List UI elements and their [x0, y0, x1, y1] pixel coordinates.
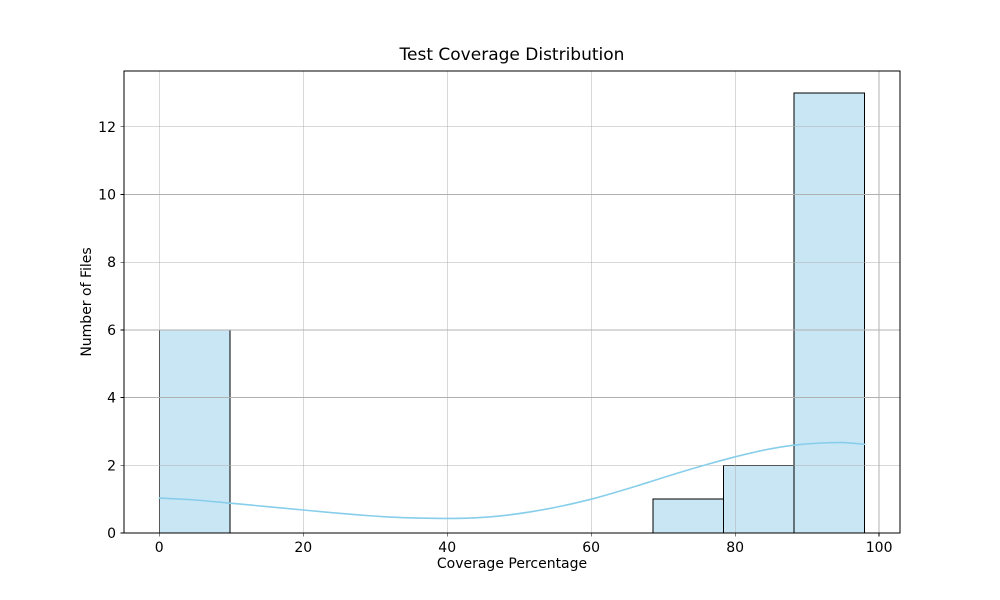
- kde-curve: [158, 441, 866, 520]
- y-tick-label: 8: [107, 255, 116, 271]
- y-tick-label: 2: [107, 458, 116, 474]
- y-tick-label: 10: [98, 188, 116, 204]
- x-tick-label: 0: [155, 540, 164, 556]
- x-tick-label: 40: [438, 540, 456, 556]
- histogram-bar: [723, 464, 795, 534]
- plot-border: [123, 70, 901, 534]
- histogram-bar: [652, 498, 725, 534]
- x-tick-label: 60: [582, 540, 600, 556]
- x-axis-label: Coverage Percentage: [436, 556, 588, 572]
- x-tick-label: 100: [866, 540, 893, 556]
- x-tick-label: 80: [726, 540, 744, 556]
- histogram-bar: [793, 92, 866, 534]
- y-tick-label: 6: [107, 323, 116, 339]
- y-tick-label: 0: [107, 526, 116, 542]
- y-tick-label: 12: [98, 120, 116, 136]
- y-axis-label: Number of Files: [79, 247, 95, 357]
- y-tick-label: 4: [107, 391, 116, 407]
- chart-title: Test Coverage Distribution: [399, 45, 625, 65]
- x-tick-label: 20: [294, 540, 312, 556]
